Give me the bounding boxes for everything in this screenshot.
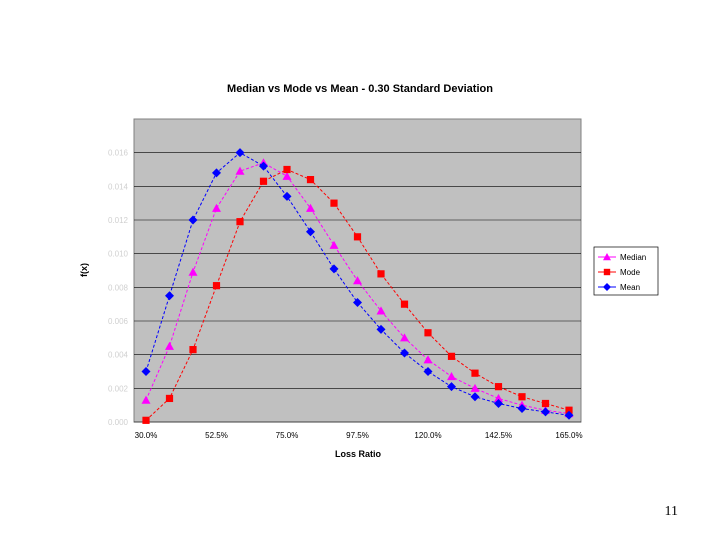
legend-item: Mode — [598, 268, 641, 277]
data-point — [282, 171, 292, 180]
y-tick-label: 0.004 — [108, 351, 129, 360]
legend-marker — [603, 283, 611, 291]
y-axis-label: f(x) — [79, 263, 89, 277]
data-point — [494, 383, 503, 391]
data-point — [283, 165, 291, 174]
y-tick-label: 0.012 — [108, 216, 129, 225]
x-tick-label: 30.0% — [135, 431, 158, 440]
y-axis-ticks: 0.000 0.002 0.004 0.006 0.008 0.010 0.012 0.014… — [108, 149, 129, 427]
data-point — [400, 348, 409, 358]
x-axis-label: Loss Ratio — [335, 449, 382, 459]
data-point — [306, 176, 315, 184]
data-point — [471, 369, 479, 377]
data-point — [165, 394, 174, 403]
series-mode — [142, 165, 573, 424]
data-point — [494, 398, 503, 408]
data-point — [165, 341, 174, 350]
y-tick-label: 0.000 — [108, 418, 129, 427]
data-point — [353, 297, 362, 307]
data-point — [517, 404, 527, 414]
data-point — [447, 352, 456, 360]
legend: Median Mode Mean — [593, 246, 659, 296]
x-tick-label: 97.5% — [346, 431, 369, 440]
x-axis-ticks: 30.0% 52.5% 75.0% 97.5% 120.0% 142.5% 165.0% — [135, 431, 583, 440]
y-tick-label: 0.002 — [108, 384, 129, 393]
data-point — [470, 392, 480, 402]
data-point — [212, 203, 221, 212]
data-point — [189, 346, 197, 354]
data-point — [376, 324, 386, 334]
legend-item: Median — [598, 253, 646, 262]
data-point — [259, 161, 268, 171]
series-median — [141, 158, 574, 418]
x-tick-label: 52.5% — [205, 431, 228, 440]
data-point — [447, 382, 456, 392]
data-point — [494, 393, 503, 403]
data-point — [141, 367, 151, 376]
data-point — [329, 240, 339, 249]
legend-label: Mean — [620, 283, 640, 292]
data-point — [306, 203, 315, 212]
x-tick-label: 75.0% — [276, 431, 299, 440]
legend-label: Mode — [620, 268, 641, 277]
data-point — [165, 291, 174, 301]
data-point — [400, 333, 409, 342]
legend-item: Mean — [598, 283, 640, 292]
data-point — [564, 410, 574, 420]
x-tick-label: 120.0% — [414, 431, 441, 440]
data-point — [235, 148, 245, 158]
legend-marker — [603, 268, 611, 276]
y-tick-label: 0.016 — [108, 149, 129, 158]
data-point — [423, 355, 433, 364]
data-point — [282, 191, 292, 201]
legend-label: Median — [620, 253, 646, 262]
data-point — [188, 215, 198, 225]
data-point — [259, 177, 268, 185]
data-point — [353, 233, 362, 241]
data-point — [212, 168, 221, 178]
x-tick-label: 165.0% — [555, 431, 582, 440]
data-point — [423, 367, 433, 376]
data-point — [306, 227, 315, 237]
grid-lines — [134, 152, 581, 423]
y-tick-label: 0.014 — [108, 182, 129, 191]
data-point — [377, 270, 385, 278]
data-point — [541, 399, 550, 408]
data-point — [236, 218, 244, 226]
series-layer — [141, 148, 574, 424]
data-point — [142, 416, 150, 424]
x-tick-label: 142.5% — [485, 431, 512, 440]
legend-marker — [603, 253, 611, 261]
data-point — [424, 329, 432, 337]
data-point — [518, 393, 526, 401]
y-tick-label: 0.006 — [108, 317, 129, 326]
y-tick-label: 0.008 — [108, 283, 129, 292]
data-point — [565, 406, 573, 414]
plot-area — [133, 118, 582, 423]
chart-title: Median vs Mode vs Mean - 0.30 Standard D… — [227, 83, 493, 95]
page-number: 11 — [664, 504, 678, 519]
data-point — [353, 276, 362, 285]
data-point — [330, 199, 338, 207]
data-point — [329, 264, 339, 274]
y-tick-label: 0.010 — [108, 250, 129, 259]
data-point — [447, 372, 456, 381]
data-point — [400, 300, 409, 308]
data-point — [376, 306, 386, 315]
data-point — [188, 267, 198, 276]
series-mean — [141, 148, 574, 420]
data-point — [235, 166, 245, 175]
data-point — [212, 282, 221, 290]
data-point — [541, 407, 550, 417]
data-point — [470, 383, 480, 392]
data-point — [141, 395, 151, 404]
